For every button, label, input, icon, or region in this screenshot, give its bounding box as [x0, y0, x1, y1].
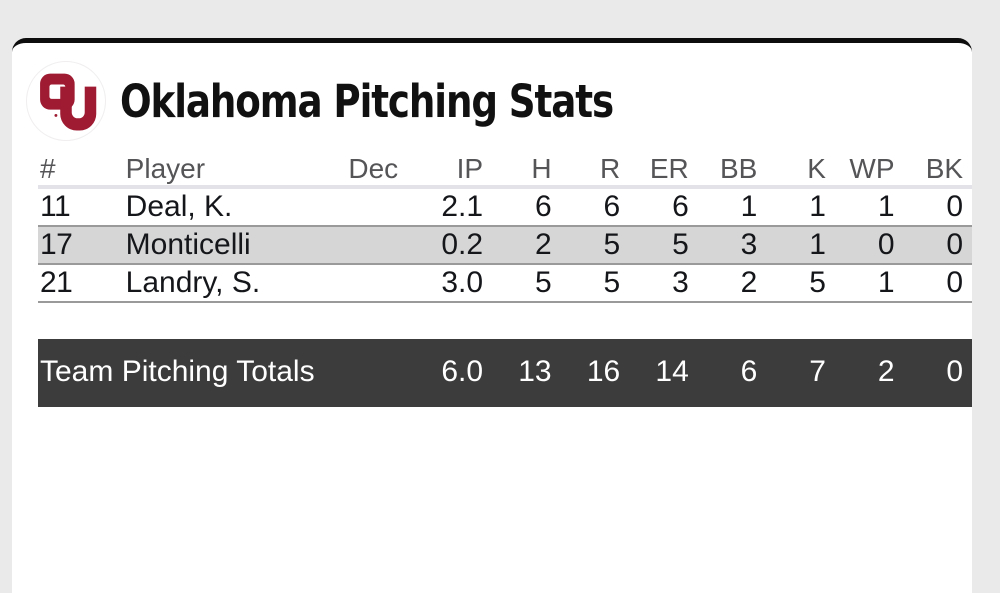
cell-num: 11 [40, 190, 71, 223]
page-title: Oklahoma Pitching Stats [120, 74, 614, 128]
cell-totals-er: 14 [655, 354, 689, 388]
table-header-row: # Player Dec IP H R ER BB K WP BK HP BF [38, 153, 972, 187]
team-totals-row: Team Pitching Totals 6.0 13 16 14 6 7 2 … [38, 339, 972, 407]
cell-dec [295, 187, 408, 226]
cell-ip: 2.1 [441, 190, 484, 223]
cell-er: 3 [672, 266, 689, 299]
cell-ip: 3.0 [441, 266, 484, 299]
cell-r: 6 [603, 190, 621, 223]
cell-bb: 3 [740, 228, 758, 261]
cell-bb: 2 [740, 266, 758, 299]
cell-r: 5 [603, 228, 621, 261]
cell-r: 5 [603, 266, 621, 299]
column-header-ip[interactable]: IP [456, 153, 484, 184]
cell-player: Deal, K. [125, 190, 233, 223]
card-bottom-padding [12, 406, 972, 425]
card-header: Oklahoma Pitching Stats [12, 43, 972, 153]
table-row[interactable]: 11 Deal, K. 2.1 6 6 6 1 1 1 0 0 14 [38, 187, 972, 226]
cell-totals-r: 16 [586, 354, 621, 388]
table-body: 11 Deal, K. 2.1 6 6 6 1 1 1 0 0 14 [38, 187, 972, 407]
cell-er: 5 [672, 228, 689, 261]
cell-totals-bk: 0 [946, 354, 964, 388]
column-header-k[interactable]: K [807, 153, 826, 184]
cell-ip: 0.2 [441, 228, 484, 261]
cell-totals-label: Team Pitching Totals [40, 355, 315, 388]
pitching-stats-table: # Player Dec IP H R ER BB K WP BK HP BF [38, 153, 972, 407]
cell-player: Landry, S. [125, 266, 261, 299]
column-header-bb[interactable]: BB [720, 153, 758, 184]
column-header-num[interactable]: # [40, 153, 56, 184]
table-spacer [38, 302, 972, 339]
column-header-player[interactable]: Player [125, 153, 206, 184]
column-header-dec[interactable]: Dec [348, 153, 399, 184]
cell-totals-h: 13 [518, 354, 552, 388]
cell-totals-ip: 6.0 [441, 354, 484, 388]
column-header-bk[interactable]: BK [925, 153, 964, 184]
cell-bk: 0 [946, 190, 964, 223]
cell-dec [295, 226, 408, 264]
cell-h: 6 [534, 190, 552, 223]
cell-num: 17 [40, 228, 73, 261]
cell-bk: 0 [946, 266, 964, 299]
cell-totals-k: 7 [809, 354, 826, 388]
cell-k: 1 [809, 228, 826, 261]
cell-dec [295, 264, 408, 302]
page-gutter-right [972, 0, 1000, 593]
cell-k: 1 [809, 190, 826, 223]
stats-table-scroll[interactable]: # Player Dec IP H R ER BB K WP BK HP BF [12, 153, 972, 425]
column-header-h[interactable]: H [531, 153, 552, 184]
column-header-er[interactable]: ER [649, 153, 689, 184]
cell-bb: 1 [740, 190, 758, 223]
cell-player: Monticelli [125, 228, 251, 261]
column-header-r[interactable]: R [599, 153, 621, 184]
cell-wp: 1 [877, 190, 895, 223]
table-row[interactable]: 17 Monticelli 0.2 2 5 5 3 1 0 0 0 7 [38, 226, 972, 264]
cell-h: 2 [534, 228, 552, 261]
table-spacer-cell [38, 302, 972, 339]
table-row[interactable]: 21 Landry, S. 3.0 5 5 3 2 5 1 0 0 17 [38, 264, 972, 302]
ou-logo-icon [26, 61, 106, 141]
cell-k: 5 [809, 266, 826, 299]
cell-totals-wp: 2 [877, 354, 895, 388]
cell-h: 5 [534, 266, 552, 299]
page-gutter-left [0, 0, 12, 593]
column-header-wp[interactable]: WP [849, 153, 895, 184]
cell-num: 21 [40, 266, 73, 299]
cell-bk: 0 [946, 228, 964, 261]
cell-wp: 0 [877, 228, 895, 261]
pitching-stats-card: Oklahoma Pitching Stats # Player Dec IP [12, 38, 972, 593]
cell-wp: 1 [877, 266, 895, 299]
cell-totals-bb: 6 [740, 354, 758, 388]
table-header: # Player Dec IP H R ER BB K WP BK HP BF [38, 153, 972, 187]
cell-er: 6 [672, 190, 689, 223]
